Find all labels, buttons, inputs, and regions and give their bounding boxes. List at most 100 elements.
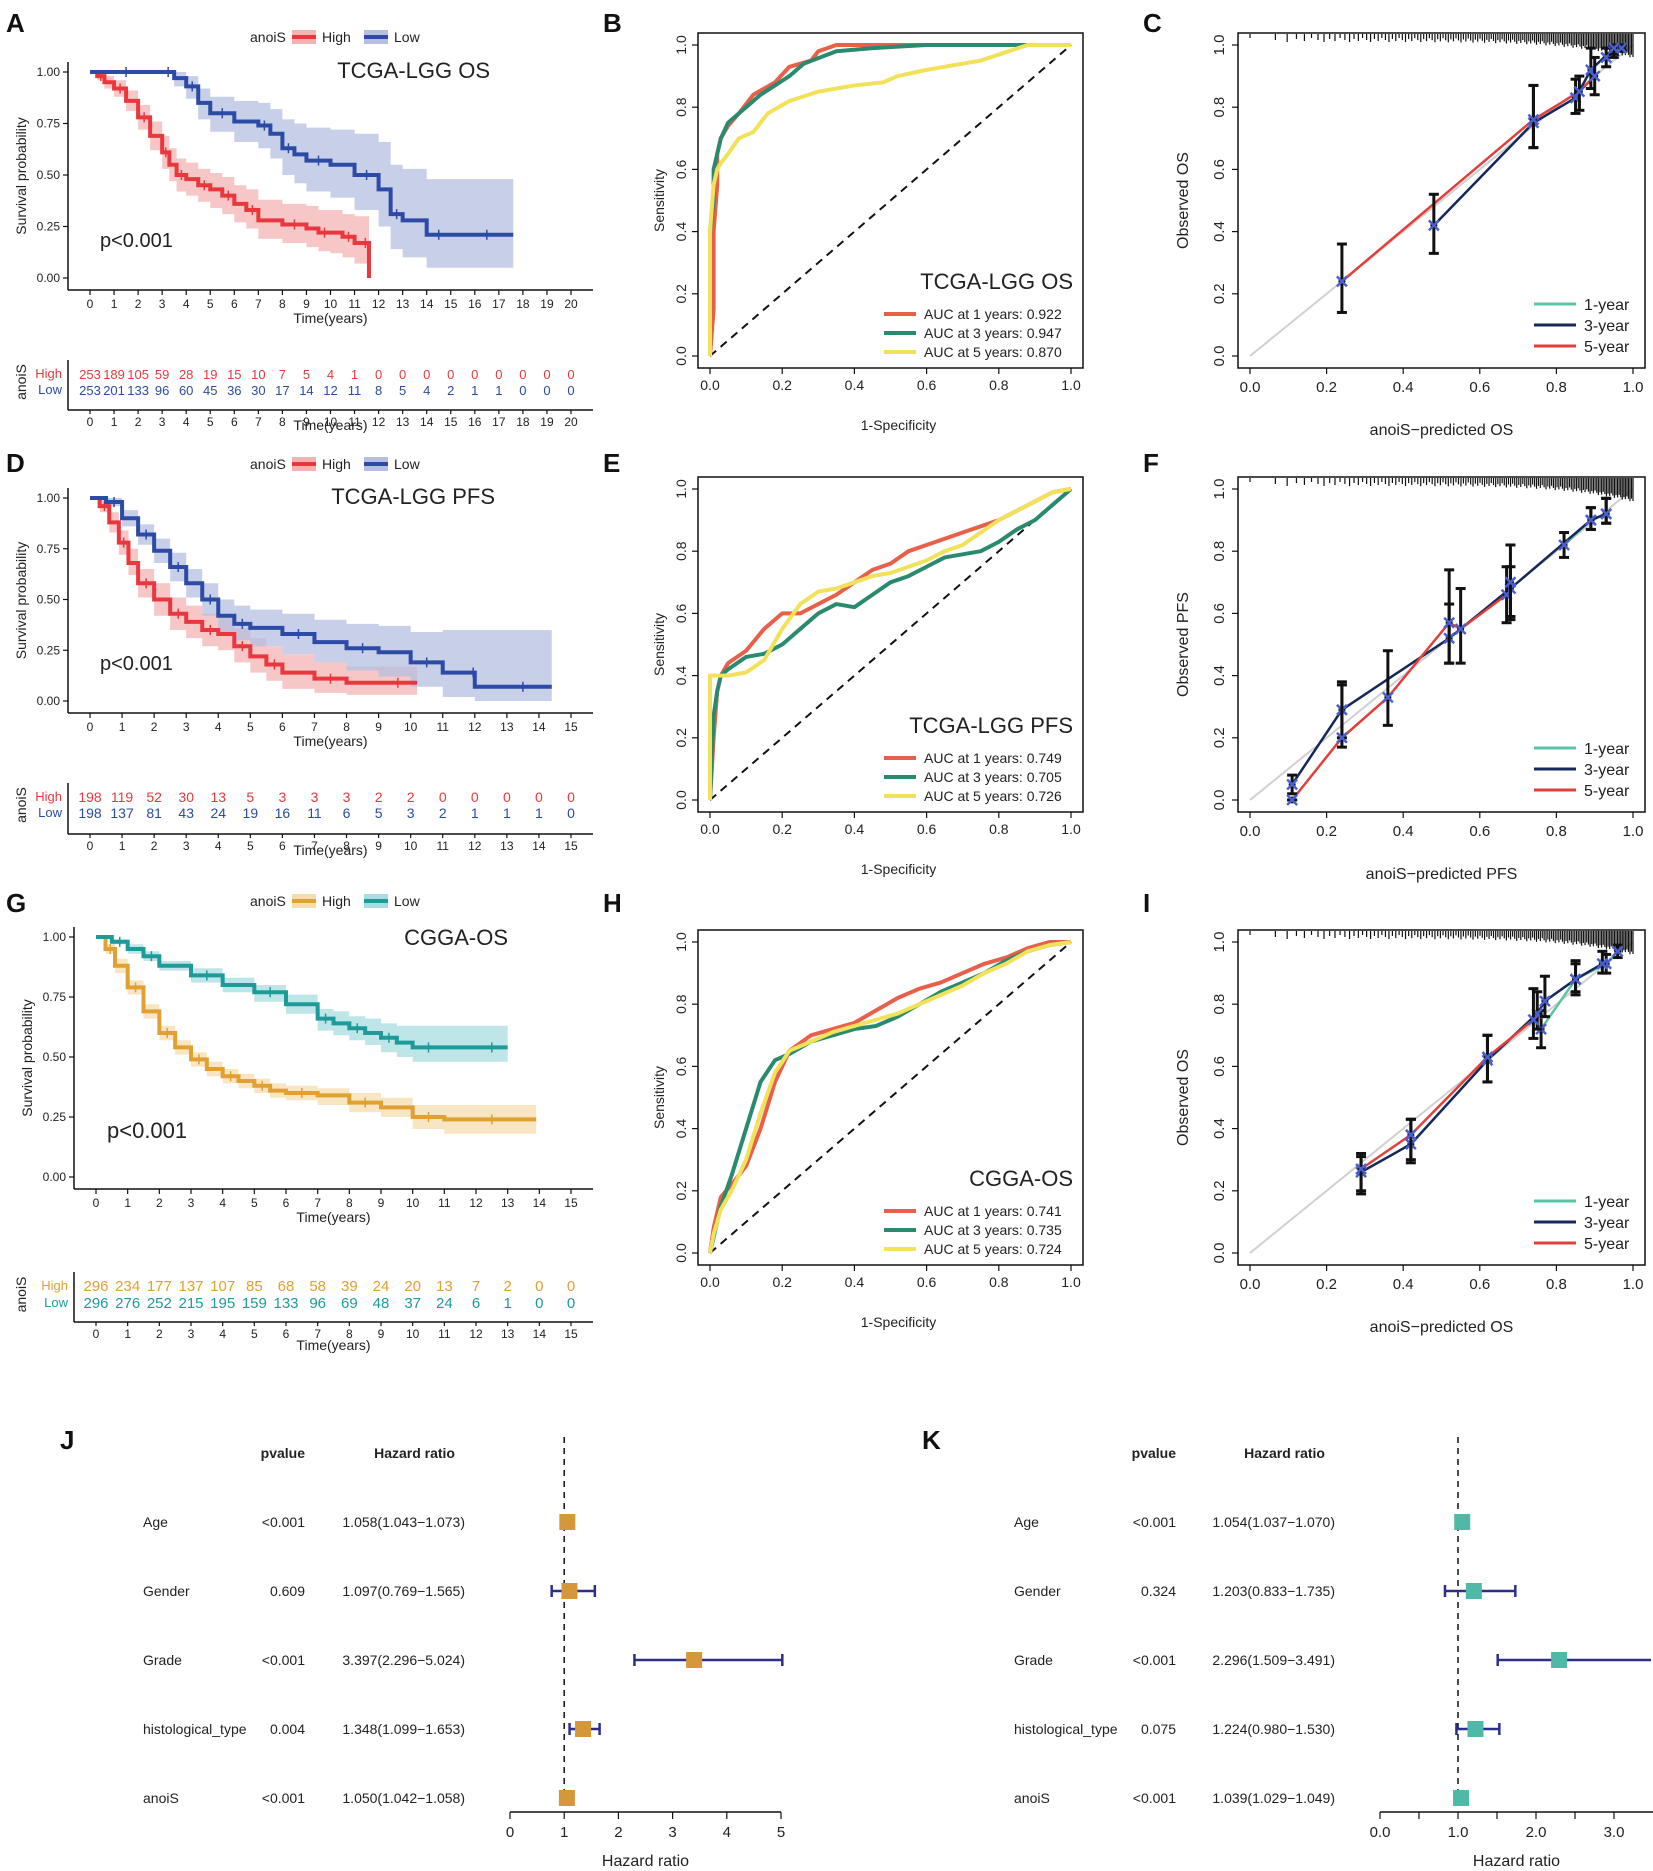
risk-count: 4: [423, 383, 430, 398]
plot-title: CGGA-OS: [969, 1166, 1073, 1191]
risk-count: 30: [251, 383, 265, 398]
roc-panel-E: 0.0 0.2 0.4 0.6 0.8 1.0 0.0 0.2 0.4 0.6 0.8 1.0 1-Sp…: [651, 476, 1084, 877]
predicted-x-mark: [1336, 275, 1348, 288]
legend-label: 1-year: [1584, 741, 1630, 758]
risk-x-tick-label: 8: [279, 415, 286, 429]
risk-count: 296: [83, 1278, 108, 1295]
y-tick-label: 0.2: [1211, 283, 1228, 304]
roc-panel-B: 0.0 0.2 0.4 0.6 0.8 1.0 0.0 0.2 0.4 0.6 0.8 1.0 1-Sp…: [651, 32, 1084, 433]
x-tick-label: 1: [124, 1196, 131, 1210]
risk-count: 81: [146, 805, 162, 821]
x-tick-label: 12: [469, 1196, 483, 1210]
risk-row-label: Low: [44, 1295, 68, 1310]
y-tick-label: 0.8: [1211, 541, 1228, 562]
panel-letter-E: E: [603, 448, 620, 478]
x-tick-label: 0.0: [1240, 1276, 1261, 1293]
row-label: Age: [1014, 1514, 1039, 1530]
risk-count: 0: [503, 789, 511, 805]
legend-label: AUC at 1 years: 0.749: [924, 750, 1062, 766]
risk-count: 15: [227, 367, 241, 382]
row-pvalue: <0.001: [262, 1514, 305, 1530]
risk-x-tick-label: 12: [468, 839, 482, 853]
panel-letter-C: C: [1143, 8, 1162, 38]
y-tick-label: 1.00: [37, 491, 61, 505]
risk-x-tick-label: 2: [135, 415, 142, 429]
y-tick-label: 0.6: [1211, 1056, 1228, 1077]
risk-x-tick-label: 5: [207, 415, 214, 429]
risk-count: 85: [246, 1278, 263, 1295]
risk-count: 1: [471, 383, 478, 398]
risk-x-tick-label: 0: [87, 415, 94, 429]
risk-count: 24: [436, 1295, 453, 1312]
y-tick-label: 1.0: [1211, 479, 1228, 500]
panel-letter-G: G: [6, 888, 26, 918]
y-tick-label: 1.0: [673, 932, 689, 952]
x-tick-label: 14: [532, 720, 546, 734]
risk-count: 0: [567, 789, 575, 805]
legend: anoiS High Low: [250, 29, 421, 45]
risk-count: 252: [147, 1295, 172, 1312]
risk-x-tick-label: 7: [314, 1327, 321, 1341]
risk-x-tick-label: 11: [438, 1327, 451, 1341]
x-tick-label: 0: [506, 1824, 514, 1841]
risk-x-axis-label: Time(years): [293, 417, 367, 433]
y-tick-label: 0.2: [673, 284, 689, 304]
km-panel-A: 0.000.250.500.751.000 1 2 3 4 5 6 7 8 9 10 11 12 13 14…: [13, 29, 593, 433]
x-tick-label: 15: [564, 720, 578, 734]
risk-count: 1: [503, 805, 511, 821]
legend-label: 5-year: [1584, 1236, 1630, 1253]
row-label: Gender: [143, 1583, 190, 1599]
x-tick-label: 0.8: [1546, 1276, 1567, 1293]
risk-x-tick-label: 15: [564, 839, 578, 853]
x-tick-label: 1.0: [1623, 379, 1644, 396]
x-tick-label: 1.0: [1061, 377, 1081, 393]
roc-curve-2: [708, 487, 1073, 801]
x-axis-label: anoiS−predicted PFS: [1366, 866, 1518, 883]
risk-count: 17: [275, 383, 289, 398]
risk-count: 5: [375, 805, 383, 821]
legend: anoiS High Low: [250, 456, 421, 472]
predicted-x-mark: [1596, 957, 1609, 970]
x-tick-label: 6: [279, 720, 286, 734]
forest-panel-K: pvalue Hazard ratio Age <0.001 1.054(1.037−1…: [1014, 1437, 1653, 1870]
row-label: Gender: [1014, 1583, 1061, 1599]
risk-x-tick-label: 10: [404, 839, 418, 853]
risk-x-tick-label: 10: [324, 415, 338, 429]
x-tick-label: 12: [468, 720, 482, 734]
risk-x-tick-label: 19: [540, 415, 554, 429]
chance-diagonal: [709, 44, 1072, 357]
risk-count: 0: [543, 383, 550, 398]
y-tick-label: 0.4: [1211, 665, 1228, 686]
risk-count: 37: [404, 1295, 421, 1312]
x-tick-label: 3: [183, 720, 190, 734]
x-tick-label: 0.8: [989, 377, 1009, 393]
panel-letter-K: K: [922, 1425, 941, 1455]
row-hazard-ratio: 1.054(1.037−1.070): [1212, 1514, 1335, 1530]
x-tick-label: 2: [135, 297, 142, 311]
x-tick-label: 3: [668, 1824, 676, 1841]
predicted-x-mark: [1443, 616, 1456, 629]
risk-x-tick-label: 4: [183, 415, 190, 429]
x-tick-label: 0.4: [1393, 1276, 1414, 1293]
risk-y-axis-label: anoiS: [13, 1277, 29, 1313]
y-tick-label: 0.8: [673, 541, 689, 561]
y-tick-label: 0.6: [673, 159, 689, 179]
hazard-ratio-box: [575, 1721, 592, 1737]
row-hazard-ratio: 1.039(1.029−1.049): [1212, 1790, 1335, 1806]
x-tick-label: 1.0: [1623, 1276, 1644, 1293]
predicted-x-mark: [1573, 85, 1586, 98]
risk-count: 1: [471, 805, 479, 821]
roc-curve-3: [708, 487, 1072, 800]
risk-count: 5: [303, 367, 310, 382]
risk-row-label: High: [35, 789, 62, 804]
legend-label: 3-year: [1584, 762, 1630, 779]
y-axis-label: Survival probability: [19, 999, 35, 1117]
panel-letter-J: J: [60, 1425, 74, 1455]
x-tick-label: 3: [159, 297, 166, 311]
y-tick-label: 0.2: [1211, 1180, 1228, 1201]
survival-curve-low: [90, 496, 552, 689]
risk-count: 48: [373, 1295, 390, 1312]
hazard-ratio-box: [561, 1583, 578, 1599]
x-tick-label: 2: [156, 1196, 163, 1210]
legend-title: anoiS: [250, 29, 286, 45]
